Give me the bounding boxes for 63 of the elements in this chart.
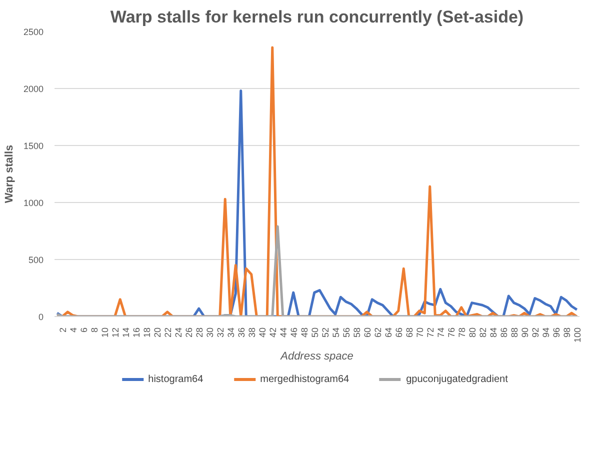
x-tick-label: 100 <box>572 327 582 343</box>
x-tick-label: 90 <box>520 327 530 338</box>
x-tick-label: 2 <box>58 327 68 333</box>
x-tick-label: 74 <box>436 327 446 338</box>
x-tick-label: 70 <box>414 327 425 338</box>
x-tick-label: 30 <box>204 327 215 338</box>
x-tick-label: 94 <box>540 327 551 338</box>
x-tick-label: 96 <box>551 327 562 338</box>
x-tick-label: 16 <box>131 327 142 338</box>
x-tick-label: 46 <box>288 327 299 338</box>
x-tick-label: 88 <box>509 327 520 338</box>
x-tick-label: 64 <box>383 327 394 338</box>
x-tick-label: 14 <box>120 327 131 338</box>
y-tick-label: 2500 <box>23 27 44 37</box>
x-tick-label: 76 <box>446 327 456 338</box>
x-tick-label: 32 <box>215 327 226 338</box>
x-tick-label: 68 <box>404 327 414 338</box>
x-tick-label: 28 <box>194 327 204 338</box>
x-tick-label: 6 <box>78 327 89 333</box>
x-tick-label: 82 <box>478 327 488 338</box>
x-tick-label: 20 <box>152 327 162 338</box>
x-tick-label: 22 <box>162 327 173 338</box>
x-tick-label: 58 <box>352 327 362 338</box>
x-tick-label: 18 <box>142 327 152 338</box>
x-tick-label: 44 <box>278 327 288 338</box>
line-series <box>56 225 578 316</box>
x-tick-label: 26 <box>184 327 194 338</box>
x-tick-label: 56 <box>341 327 352 338</box>
x-tick-label: 72 <box>425 327 436 338</box>
x-tick-label: 36 <box>236 327 246 338</box>
x-tick-label: 92 <box>530 327 540 338</box>
x-tick-label: 40 <box>257 327 268 338</box>
y-axis-title: Warp stalls <box>3 144 16 204</box>
x-tick-label: 24 <box>173 327 184 338</box>
y-tick-label: 0 <box>38 312 44 322</box>
y-tick-label: 1500 <box>23 141 44 151</box>
x-tick-label: 86 <box>498 327 509 338</box>
x-tick-label: 66 <box>394 327 404 338</box>
x-tick-label: 60 <box>362 327 372 338</box>
chart-title: Warp stalls for kernels run concurrently (Set-aside) <box>110 8 524 26</box>
y-tick-label: 1000 <box>23 198 44 208</box>
x-tick-label: 42 <box>268 327 278 338</box>
x-tick-label: 52 <box>320 327 330 338</box>
x-tick-label: 4 <box>68 327 78 333</box>
x-tick-label: 98 <box>562 327 572 338</box>
x-tick-label: 50 <box>310 327 320 338</box>
x-tick-label: 84 <box>488 327 498 338</box>
x-tick-label: 54 <box>330 327 341 338</box>
y-tick-label: 2000 <box>23 84 44 94</box>
x-axis-title: Address space <box>280 350 354 363</box>
x-tick-label: 80 <box>467 327 478 338</box>
x-tick-label: 8 <box>89 327 100 333</box>
y-tick-label: 500 <box>28 255 44 265</box>
x-tick-label: 48 <box>299 327 310 338</box>
x-tick-label: 10 <box>100 327 110 338</box>
legend-label: histogram64 <box>148 374 204 384</box>
x-tick-label: 34 <box>226 327 236 338</box>
x-tick-label: 78 <box>456 327 467 338</box>
legend-label: gpuconjugatedgradient <box>406 374 508 384</box>
x-tick-label: 12 <box>110 327 120 338</box>
legend-label: mergedhistogram64 <box>260 374 350 384</box>
x-tick-label: 62 <box>372 327 383 338</box>
x-tick-label: 38 <box>246 327 257 338</box>
